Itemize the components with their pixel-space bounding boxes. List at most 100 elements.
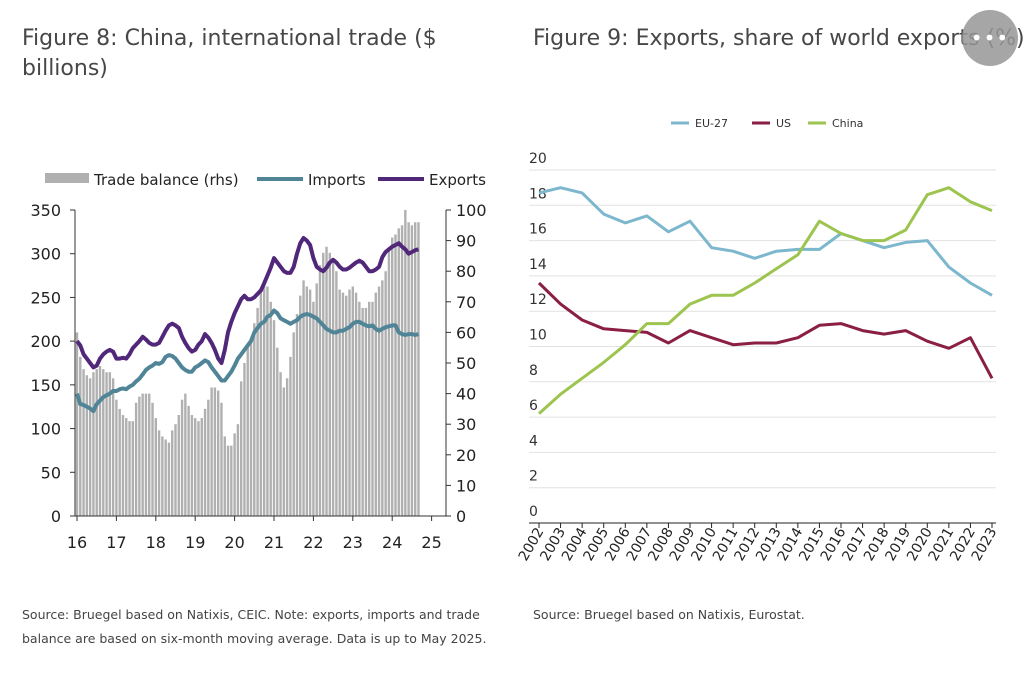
- trade-balance-bar: [266, 286, 269, 516]
- y-axis-tick-label: 6: [529, 398, 538, 414]
- figure-8-source: Source: Bruegel based on Natixis, CEIC. …: [22, 607, 487, 646]
- y-axis-tick-label: 10: [529, 328, 547, 344]
- trade-balance-bar: [88, 378, 92, 516]
- x-axis-tick-label: 25: [421, 533, 441, 550]
- trade-balance-bar: [82, 369, 85, 516]
- trade-balance-bar: [292, 332, 295, 516]
- trade-balance-bar: [111, 378, 115, 516]
- trade-balance-bar: [177, 415, 180, 516]
- trade-balance-bar: [154, 418, 157, 516]
- trade-balance-bar: [269, 301, 272, 516]
- trade-balance-bar: [131, 421, 135, 516]
- trade-balance-bar: [161, 436, 164, 516]
- series-line-china: [537, 186, 993, 415]
- series-line-eu-27: [538, 186, 993, 297]
- trade-balance-bar: [302, 280, 305, 516]
- left-axis-tick-label: 250: [30, 288, 61, 307]
- figure-8-title: Figure 8: China, international trade ($ …: [22, 26, 437, 81]
- x-axis-tick-label: 21: [264, 533, 284, 550]
- trade-balance-bar: [315, 283, 318, 516]
- trade-balance-bar: [312, 301, 315, 516]
- trade-balance-bar: [138, 396, 141, 516]
- trade-balance-bar: [194, 418, 197, 516]
- right-axis-tick-label: 50: [456, 354, 476, 373]
- trade-balance-bar: [289, 356, 292, 516]
- series-line-us: [537, 281, 994, 380]
- legend-label-china: China: [832, 117, 863, 130]
- trade-balance-bar: [236, 424, 240, 516]
- y-axis-tick-label: 8: [529, 363, 538, 379]
- trade-balance-bar: [285, 378, 289, 516]
- trade-balance-bar: [335, 271, 338, 516]
- trade-balance-bar: [174, 424, 177, 516]
- trade-balance-bar: [279, 372, 282, 516]
- trade-balance-bar: [151, 402, 154, 516]
- more-options-button[interactable]: •••: [962, 10, 1018, 66]
- right-axis-tick-label: 80: [456, 262, 476, 281]
- trade-balance-bar: [322, 252, 325, 516]
- x-axis-tick-label: 18: [146, 533, 166, 550]
- y-axis-tick-label: 0: [529, 504, 538, 520]
- trade-balance-bar: [233, 433, 236, 516]
- trade-balance-bar: [239, 381, 243, 516]
- trade-balance-bar: [164, 439, 167, 516]
- trade-balance-bar: [226, 445, 230, 516]
- trade-balance-bar: [180, 399, 184, 516]
- trade-balance-bar: [262, 280, 266, 516]
- trade-balance-bar: [246, 347, 249, 516]
- trade-balance-bar: [282, 387, 286, 516]
- right-axis-tick-label: 0: [456, 507, 466, 526]
- trade-balance-bar: [374, 292, 377, 516]
- trade-balance-bar: [368, 301, 371, 516]
- trade-balance-bar: [157, 430, 161, 516]
- figure-9-title: Figure 9: Exports, share of world export…: [533, 26, 1024, 51]
- trade-balance-bar: [394, 234, 397, 516]
- trade-balance-bar: [404, 210, 407, 516]
- left-axis-tick-label: 350: [30, 201, 61, 220]
- trade-balance-bar: [253, 323, 256, 516]
- trade-balance-bar: [118, 408, 121, 516]
- y-axis-tick-label: 16: [529, 222, 547, 238]
- trade-balance-bar: [331, 258, 335, 516]
- trade-balance-bar: [384, 271, 387, 516]
- trade-balance-bar: [92, 372, 95, 516]
- trade-balance-bar: [410, 225, 414, 517]
- legend-swatch-trade-balance: [45, 173, 89, 183]
- trade-legend: Trade balance (rhs) Imports Exports: [45, 171, 486, 189]
- trade-balance-bars: [75, 210, 420, 517]
- ellipsis-icon: •••: [970, 26, 1010, 50]
- export-share-chart: EU-27 US China0246810121416182020022003200…: [516, 117, 1001, 564]
- left-axis-tick-label: 0: [51, 507, 61, 526]
- trade-balance-bar: [348, 289, 351, 516]
- trade-balance-bar: [400, 225, 404, 517]
- right-axis-tick-label: 30: [456, 415, 476, 434]
- left-axis-tick-label: 150: [30, 376, 61, 395]
- export-share-legend: EU-27 US China: [671, 117, 863, 130]
- x-axis-tick-label: 23: [343, 533, 363, 550]
- right-axis-tick-label: 100: [456, 201, 487, 220]
- trade-balance-bar: [115, 399, 118, 516]
- y-axis-tick-label: 14: [529, 257, 547, 273]
- trade-balance-bar: [325, 246, 328, 516]
- trade-balance-bar: [417, 222, 420, 516]
- right-axis-tick-label: 90: [456, 232, 476, 251]
- trade-balance-bar: [200, 418, 203, 516]
- trade-balance-bar: [318, 265, 322, 516]
- trade-balance-bar: [358, 301, 361, 516]
- y-axis-tick-label: 2: [529, 469, 538, 485]
- trade-balance-bar: [391, 237, 394, 516]
- imports-line: [75, 308, 420, 414]
- legend-label-trade-balance: Trade balance (rhs): [93, 171, 239, 189]
- trade-balance-bar: [305, 286, 309, 516]
- trade-balance-bar: [381, 280, 384, 516]
- right-axis-tick-label: 10: [456, 476, 476, 495]
- y-axis-tick-label: 20: [529, 151, 547, 167]
- trade-balance-bar: [75, 332, 79, 516]
- right-axis-tick-label: 20: [456, 446, 476, 465]
- trade-balance-bar: [295, 314, 299, 516]
- y-axis-tick-label: 18: [529, 186, 547, 202]
- x-axis-tick-label: 17: [106, 533, 126, 550]
- trade-balance-bar: [259, 289, 263, 516]
- trade-balance-bar: [338, 289, 341, 516]
- trade-balance-bar: [184, 393, 187, 516]
